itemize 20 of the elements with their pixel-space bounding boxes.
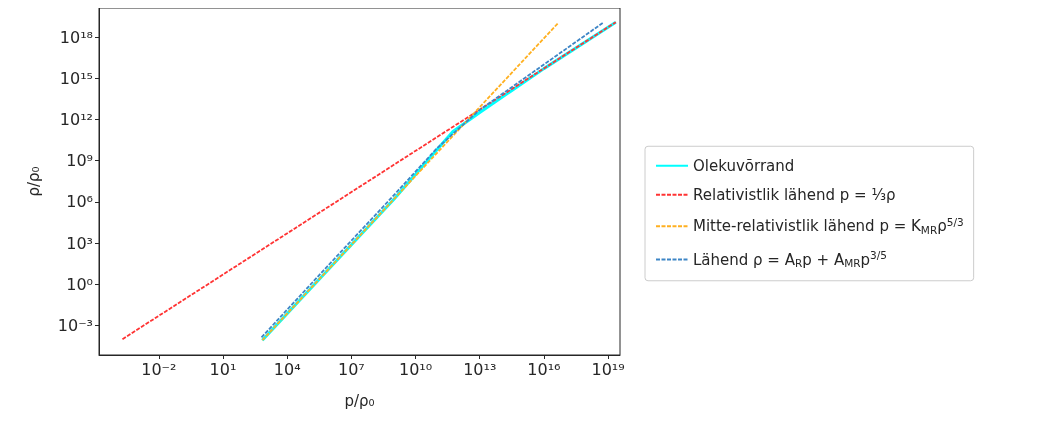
- x-tick-label: 10¹⁶: [527, 359, 561, 379]
- y-tick-label: 10¹²: [59, 109, 93, 129]
- y-tick-label: 10⁻³: [57, 315, 93, 335]
- x-tick-label: 10⁴: [273, 359, 301, 379]
- x-tick-label: 10¹⁰: [398, 359, 433, 379]
- x-tick-label: 10⁷: [337, 359, 365, 379]
- y-tick-label: 10¹⁵: [59, 68, 93, 88]
- x-tick-label: 10¹: [209, 359, 237, 379]
- y-tick-label: 10⁰: [66, 274, 93, 294]
- y-tick-label: 10³: [66, 233, 93, 253]
- x-tick-label: 10¹⁹: [591, 359, 625, 379]
- legend-label: Olekuvõrrand: [693, 156, 795, 175]
- x-axis-title: p/ρ₀: [344, 391, 375, 410]
- y-axis-title: ρ/ρ₀: [24, 166, 43, 197]
- x-tick-label: 10⁻²: [141, 359, 177, 379]
- legend-label: Relativistlik lähend p = ⅓ρ: [693, 185, 896, 204]
- y-tick-label: 10¹⁸: [59, 27, 93, 47]
- y-tick-label: 10⁹: [66, 151, 93, 171]
- y-tick-label: 10⁶: [66, 192, 93, 212]
- x-tick-label: 10¹³: [463, 359, 497, 379]
